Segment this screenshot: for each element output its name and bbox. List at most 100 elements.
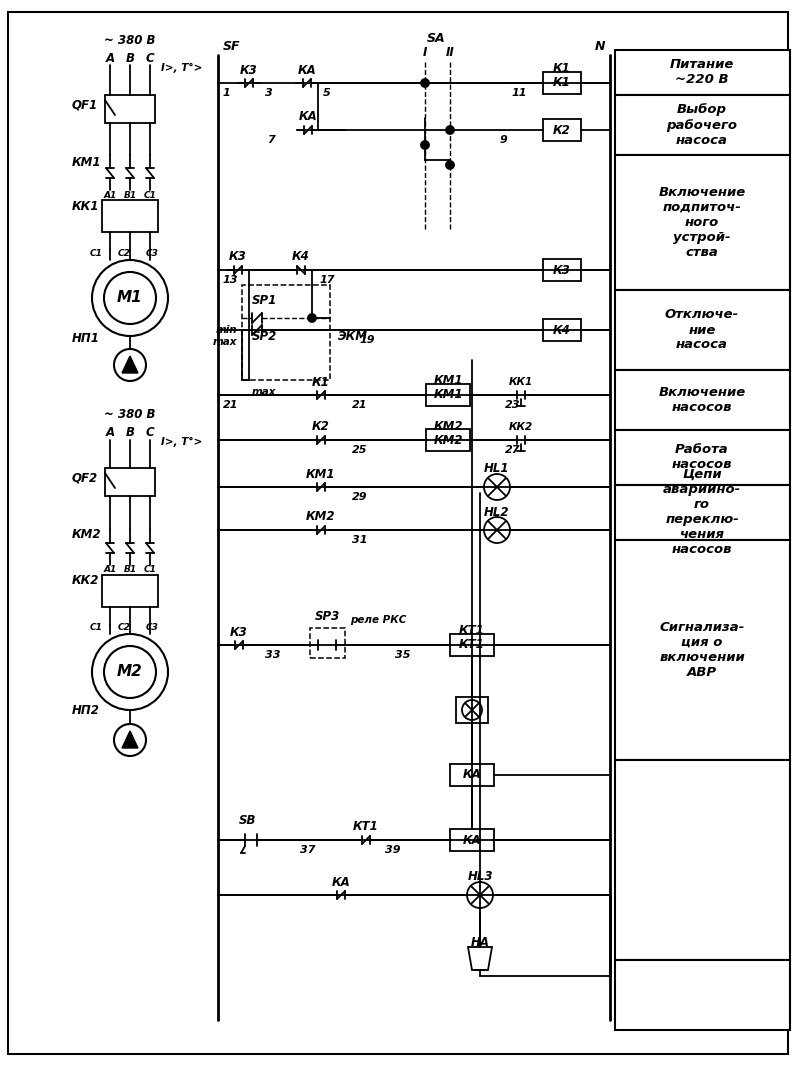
Bar [242,285,330,379]
Bar [450,634,494,656]
Text: ЭКМ: ЭКМ [338,330,368,343]
Text: B: B [126,51,134,65]
Text: К3: К3 [553,263,571,276]
Text: 5: 5 [323,88,330,98]
Text: НП1: НП1 [72,332,100,344]
Circle shape [446,161,454,169]
Text: Выбор
рабочего
насоса: Выбор рабочего насоса [666,103,738,146]
Text: C1: C1 [143,191,157,199]
Text: 31: 31 [352,535,367,545]
Circle shape [467,882,493,908]
Text: 29: 29 [352,492,367,502]
Bar [615,155,790,290]
Bar [543,259,581,281]
Bar [615,95,790,155]
Text: 25: 25 [352,445,367,455]
Text: II: II [446,47,454,60]
Text: Сигнализа-
ция о
включении
АВР: Сигнализа- ция о включении АВР [659,621,745,679]
Text: 7: 7 [267,135,274,145]
Text: C3: C3 [146,248,158,258]
Text: SP3: SP3 [314,610,340,623]
Text: Питание
~220 В: Питание ~220 В [670,58,734,86]
Text: К1: К1 [553,63,571,76]
Bar [543,72,581,94]
Text: 19: 19 [360,335,375,345]
Bar [456,697,488,723]
Text: C2: C2 [118,248,130,258]
Text: Работа
насосов: Работа насосов [672,443,732,471]
Text: Включение
подпиточ-
ного
устрой-
ства: Включение подпиточ- ного устрой- ства [658,185,746,258]
Text: A1: A1 [103,191,117,199]
Text: 39: 39 [385,845,401,855]
Circle shape [484,474,510,500]
Text: max: max [213,337,237,348]
Bar [615,540,790,760]
Bar [543,119,581,141]
Bar [615,430,790,485]
Text: C1: C1 [90,624,102,632]
Text: QF1: QF1 [72,98,98,112]
Text: КК2: КК2 [509,422,533,432]
Circle shape [484,517,510,543]
Text: Отключе-
ние
насоса: Отключе- ние насоса [665,308,739,352]
Text: КМ2: КМ2 [434,434,462,447]
Text: К2: К2 [312,420,330,434]
Circle shape [421,141,429,149]
Bar [105,95,155,123]
Circle shape [308,314,316,322]
Text: 9: 9 [500,135,508,145]
Bar [426,384,470,406]
Text: реле РКС: реле РКС [350,615,406,625]
Text: SP1: SP1 [251,293,277,307]
Circle shape [104,646,156,698]
Text: C: C [146,51,154,65]
Text: C: C [146,425,154,438]
Text: I: I [423,47,427,60]
Circle shape [92,260,168,336]
Text: КА: КА [462,769,482,781]
Circle shape [462,700,482,720]
Text: КА: КА [332,875,350,888]
Bar [615,50,790,95]
Bar [543,319,581,341]
Text: КА: КА [298,111,318,124]
Text: HL2: HL2 [484,505,510,518]
Text: Цепи
аварийно-
го
переклю-
чения
насосов: Цепи аварийно- го переклю- чения насосов [663,468,741,556]
Text: B: B [126,425,134,438]
Text: C3: C3 [146,624,158,632]
Text: К3: К3 [230,626,248,639]
Text: К3: К3 [229,251,247,263]
Text: 3: 3 [265,88,273,98]
Bar [450,829,494,851]
Text: SA: SA [426,32,446,45]
Text: SP2: SP2 [251,330,277,343]
Text: QF2: QF2 [72,471,98,485]
Text: КТ1: КТ1 [459,639,485,651]
Text: КТ1: КТ1 [459,625,485,637]
Text: A: A [106,425,114,438]
Text: 35: 35 [395,650,410,660]
Text: 13: 13 [223,275,238,285]
Text: КМ1: КМ1 [72,156,102,168]
Text: 1: 1 [223,88,230,98]
Text: 33: 33 [265,650,281,660]
Text: КМ2: КМ2 [306,511,336,523]
Text: КМ1: КМ1 [434,374,462,388]
Bar [310,628,345,658]
Text: 21: 21 [352,400,367,410]
Text: I>, T°>: I>, T°> [162,63,202,74]
Text: К3: К3 [240,64,258,77]
Bar [615,290,790,370]
Text: КК1: КК1 [72,200,99,213]
Polygon shape [122,356,138,373]
Text: A: A [106,51,114,65]
Text: B1: B1 [123,191,137,199]
Text: КМ1: КМ1 [306,468,336,481]
Text: К1: К1 [553,77,571,90]
Text: К1: К1 [312,375,330,388]
Text: КК1: КК1 [509,377,533,387]
Text: C1: C1 [143,565,157,575]
Bar [426,429,470,451]
Text: min: min [215,325,237,335]
Text: C1: C1 [90,248,102,258]
